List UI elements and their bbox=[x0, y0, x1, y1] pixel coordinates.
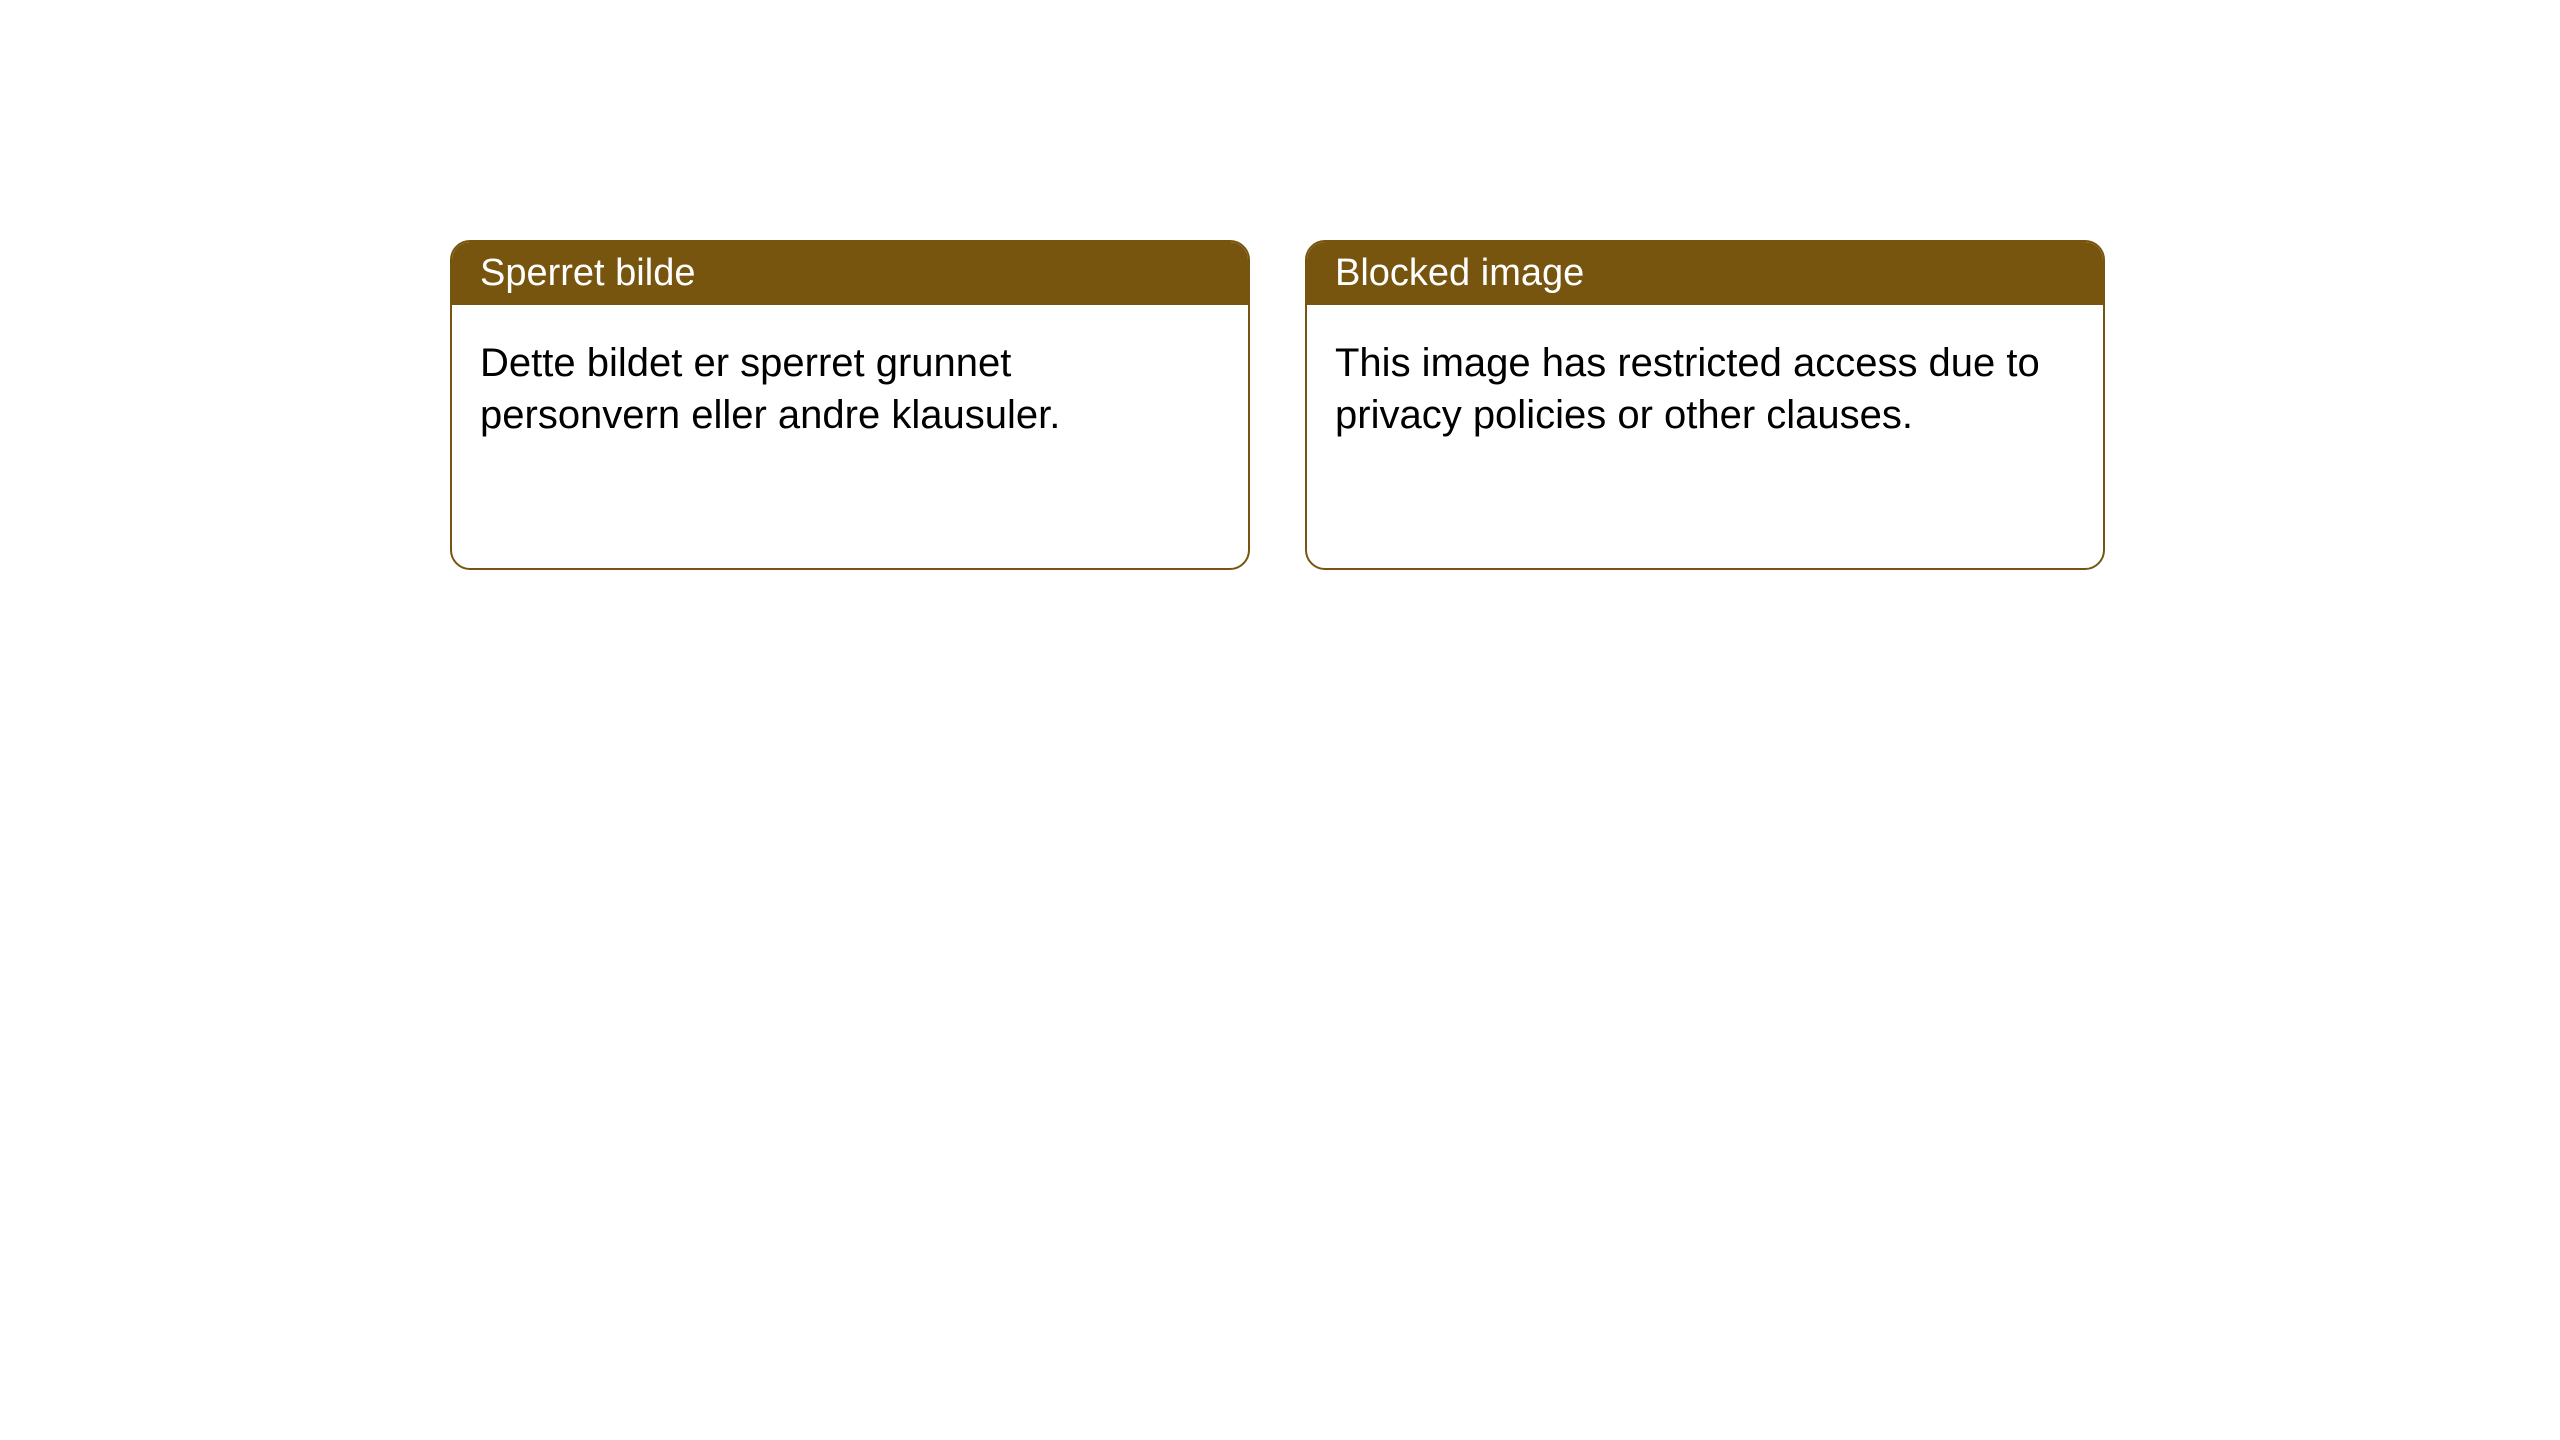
notice-header: Blocked image bbox=[1307, 242, 2103, 305]
notice-card-norwegian: Sperret bilde Dette bildet er sperret gr… bbox=[450, 240, 1250, 570]
notice-header: Sperret bilde bbox=[452, 242, 1248, 305]
notice-body: This image has restricted access due to … bbox=[1307, 305, 2103, 473]
notice-body: Dette bildet er sperret grunnet personve… bbox=[452, 305, 1248, 473]
notice-container: Sperret bilde Dette bildet er sperret gr… bbox=[0, 0, 2560, 570]
notice-card-english: Blocked image This image has restricted … bbox=[1305, 240, 2105, 570]
